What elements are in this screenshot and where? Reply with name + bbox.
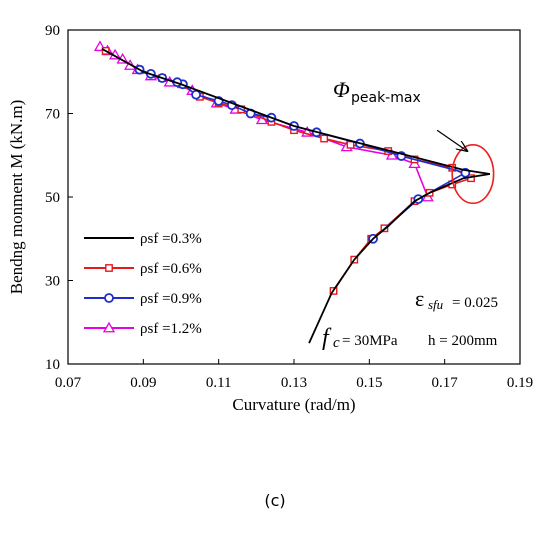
eps-subscript: sfu <box>428 297 444 312</box>
x-tick-label: 0.13 <box>281 375 307 391</box>
y-tick-label: 30 <box>45 274 60 290</box>
series-3 <box>93 40 434 202</box>
eps-value: = 0.025 <box>452 295 498 311</box>
peak-arrow <box>436 129 467 151</box>
y-tick-label: 10 <box>45 357 60 373</box>
x-axis-label: Curvature (rad/m) <box>232 395 355 414</box>
phi-subscript: peak-max <box>351 90 421 106</box>
y-tick-label: 50 <box>45 190 60 206</box>
y-tick-label: 90 <box>45 23 60 39</box>
legend-label: ρsf =0.9% <box>140 291 202 307</box>
x-tick-label: 0.11 <box>206 375 232 391</box>
data-point-square <box>320 134 329 143</box>
y-axis-label: Bendng monment M (kN.m) <box>7 100 26 295</box>
y-tick-label: 70 <box>45 107 60 123</box>
data-point-square <box>346 140 355 149</box>
legend-entry-0: ρsf =0.3% <box>84 231 202 247</box>
series-1 <box>101 46 475 295</box>
data-point-circle <box>104 293 114 303</box>
phi-label: Φ <box>333 77 350 102</box>
legend-entry-3: ρsf =1.2% <box>84 321 202 337</box>
eps-label: ε <box>415 286 424 311</box>
x-tick-label: 0.07 <box>55 375 82 391</box>
x-tick-label: 0.17 <box>432 375 459 391</box>
data-point-triangle <box>102 321 116 333</box>
legend-entry-1: ρsf =0.6% <box>84 261 202 277</box>
legend-entry-2: ρsf =0.9% <box>84 291 202 307</box>
series-0 <box>101 48 491 344</box>
x-tick-label: 0.15 <box>356 375 382 391</box>
series-line <box>105 50 474 292</box>
h-label: h = 200mm <box>428 333 498 349</box>
peak-ellipse <box>451 144 495 205</box>
legend-label: ρsf =1.2% <box>140 321 202 337</box>
legend-label: ρsf =0.6% <box>140 261 202 277</box>
fc-subscript: c <box>333 335 340 351</box>
x-tick-label: 0.19 <box>507 375 533 391</box>
series-line <box>101 48 491 344</box>
x-tick-label: 0.09 <box>130 375 156 391</box>
chart: 0.07 0.09 0.11 0.13 0.15 0.17 0.19 10 30 50 70 90 Cu… <box>7 23 533 414</box>
fc-label: f <box>322 325 332 351</box>
data-point-square <box>105 264 113 272</box>
fc-value: = 30MPa <box>342 333 398 349</box>
plot-frame <box>67 29 521 365</box>
figure-caption: (c) <box>264 491 286 510</box>
legend-label: ρsf =0.3% <box>140 231 202 247</box>
data-point-circle <box>191 89 201 100</box>
